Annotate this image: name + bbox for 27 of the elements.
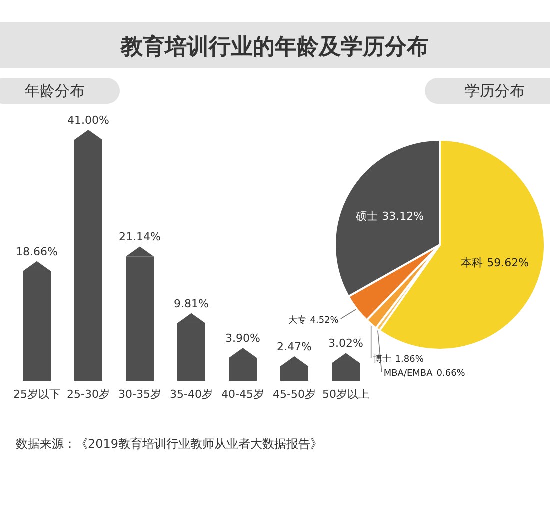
slice-label: 本科 [461, 256, 484, 270]
source-note: 数据来源：《2019教育培训行业教师从业者大数据报告》 [16, 437, 323, 451]
text: 教育培训行业的年龄及学历分布 [120, 34, 429, 60]
x-tick-label: 50岁以上 [322, 388, 370, 401]
x-tick-label: 25岁以下 [14, 388, 60, 401]
x-tick-label: 25-30岁 [67, 388, 110, 401]
data-label: 41.00% [68, 114, 110, 127]
slice-label: 硕士 [355, 210, 378, 223]
data-label: 21.14% [119, 230, 161, 244]
data-label: 2.47% [277, 340, 312, 354]
data-label: 3.90% [226, 332, 260, 346]
x-tick-label: 35-40岁 [170, 388, 213, 401]
slice-label: 大专 [288, 315, 306, 326]
data-label: 1.86% [395, 355, 424, 365]
data-label: 4.52% [310, 316, 340, 326]
x-tick-label: 40-45岁 [222, 388, 264, 401]
x-tick-label: 30-35岁 [118, 388, 162, 401]
data-label: 3.02% [328, 337, 364, 350]
data-label: 18.66% [16, 245, 58, 258]
chart-title: 学历分布 [465, 82, 525, 100]
data-label: 9.81% [174, 297, 209, 310]
data-label: 0.66% [436, 369, 466, 379]
chart-title: 年龄分布 [25, 82, 85, 100]
x-tick-label: 45-50岁 [273, 388, 316, 401]
slice-label: MBA/EMBA [384, 369, 434, 379]
data-label: 33.12% [382, 210, 424, 223]
data-label: 59.62% [487, 256, 530, 270]
